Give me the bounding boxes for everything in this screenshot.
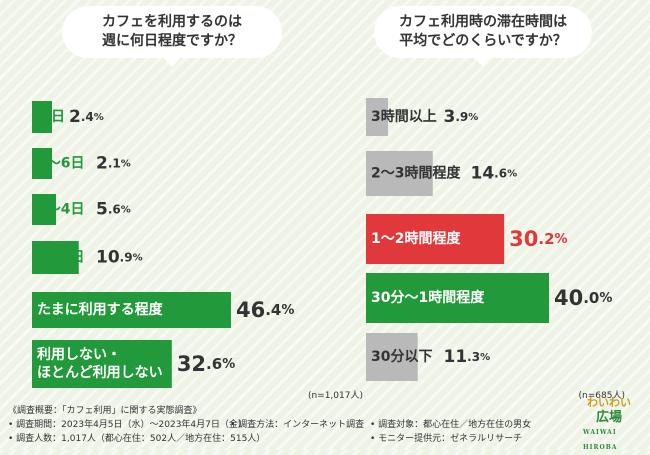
chart2-row4-bar (366, 273, 549, 323)
chart2-row4-label-line1: 30分〜1時間程度 (371, 289, 485, 306)
chart2-row3-bar (366, 214, 505, 264)
chart1-row4-label-line1: 1〜2日 (37, 250, 84, 266)
chart2-row1-bar (366, 98, 388, 136)
chart2-row1-value: 3.9% (444, 107, 479, 127)
chart2-row2-label-line1: 2〜3時間程度 (371, 165, 461, 182)
chart1-row5-label-line1: たまに利用する程度 (37, 301, 164, 318)
chart1-row3-label-line1: 3〜4日 (37, 202, 84, 218)
right-question-bubble: カフェ利用時の滞在時間は 平均でどのくらいですか？ (374, 6, 592, 67)
chart1-row1-label-line1: 毎日 (37, 108, 65, 125)
chart2-row4-value: 40.0% (554, 286, 612, 310)
chart1-row2-value: 2.1% (96, 154, 131, 174)
chart2-row3-value: 30.2% (509, 227, 567, 251)
chart1-row4-bar (32, 241, 79, 274)
chart1-row6-value: 32.6% (177, 352, 235, 376)
right-question-line-1: カフェ利用時の滞在時間は (399, 14, 567, 30)
chart1-sample-size: (n=1,017人) (308, 390, 363, 401)
left-question-line-2: 週に何日程度ですか？ (102, 33, 242, 49)
footnote-target: • 調査対象：都心在住／地方在住の男女 (370, 420, 532, 430)
chart1-row2-bar (32, 148, 52, 179)
logo-line-1: わいわい (587, 396, 631, 409)
chart1-row6-label-line2: ほとんど利用しない (37, 364, 163, 381)
chart1-row1-value: 2.4% (69, 107, 104, 127)
footnote-period: • 調査期間：2023年4月5日（水）〜2023年4月7日（金） (8, 420, 247, 430)
chart2-row5-value: 11.3% (444, 347, 491, 367)
chart1-row5-bar (32, 292, 231, 328)
chart2-row5-label-line1: 30分以下 (371, 349, 432, 365)
chart1-row2-label-line1: 5〜6日 (37, 156, 84, 172)
chart1-row6-bar (32, 340, 172, 388)
chart1-row1-bar (32, 101, 52, 133)
chart2-row1-label-line1: 3時間以上 (371, 108, 437, 125)
chart1-row5-value: 46.4% (236, 298, 294, 322)
footnote-summary: 《調査概要：「カフェ利用」に関する実態調査》 (8, 406, 202, 416)
right-question-line-2: 平均でどのくらいですか？ (399, 33, 567, 49)
chart1-row4-value: 10.9% (96, 248, 143, 268)
footnote-provider: • モニター提供元：ゼネラルリサーチ (370, 434, 523, 444)
left-question-bubble: カフェを利用するのは 週に何日程度ですか？ (62, 6, 282, 67)
chart2-sample-size: (n=685人) (579, 390, 625, 401)
chart2-row2-value: 14.6% (471, 164, 518, 184)
waiwai-hiroba-logo: わいわい 広場 WAIWAI HIROBA (583, 396, 635, 451)
chart2-row3-label-line1: 1〜2時間程度 (371, 230, 461, 247)
chart1-row3-bar (32, 194, 57, 225)
logo-line-2: 広場 (595, 410, 622, 425)
chart2-row5-bar (366, 333, 418, 381)
footnote-method: • 調査方法：インターネット調査 (230, 420, 365, 430)
chart1-row6-label-line1: 利用しない・ (37, 346, 121, 363)
chart2-row2-bar (366, 151, 433, 196)
chart1-row3-value: 5.6% (96, 200, 131, 220)
left-question-line-1: カフェを利用するのは (102, 14, 242, 30)
footnote-count: • 調査人数：1,017人（都心在住：502人／地方在住：515人） (8, 434, 266, 444)
logo-line-3: WAIWAI HIROBA (583, 429, 618, 451)
